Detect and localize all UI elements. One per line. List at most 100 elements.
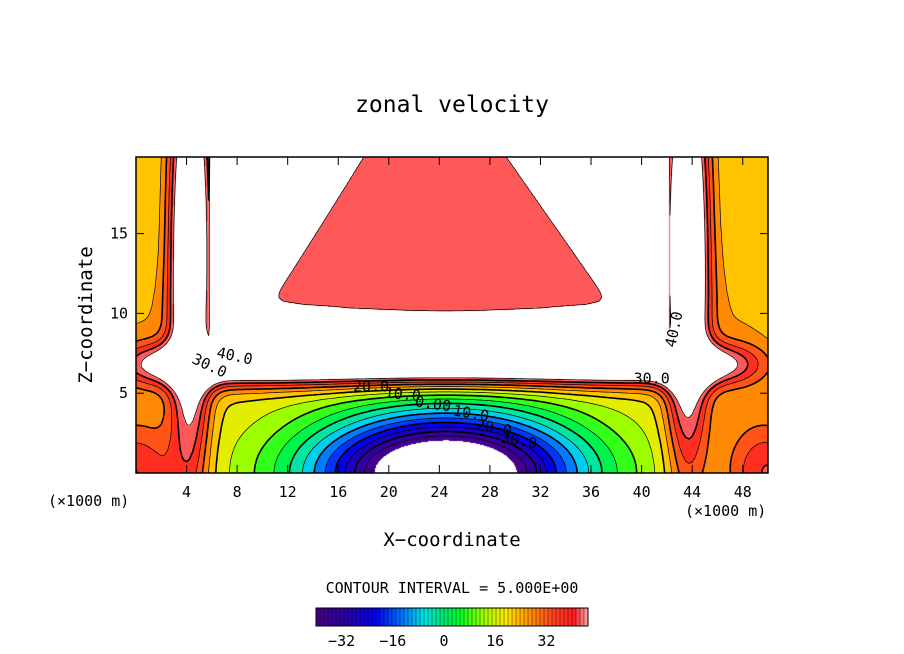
- x-tick-label: 28: [481, 483, 499, 501]
- y-tick-label: 15: [110, 225, 128, 243]
- colorbar-cell: [348, 608, 353, 626]
- x-tick-label: 12: [279, 483, 297, 501]
- chart-title: zonal velocity: [355, 92, 549, 118]
- colorbar-tick-label: 0: [439, 632, 448, 650]
- colorbar-cell: [480, 608, 485, 626]
- colorbar-cell: [492, 608, 497, 626]
- contour-line: [324, 417, 567, 473]
- colorbar-tick-label: 16: [486, 632, 504, 650]
- x-tick-label: 36: [582, 483, 600, 501]
- colorbar-cell: [520, 608, 525, 626]
- contour-line: [288, 402, 603, 473]
- colorbar-cell: [464, 608, 469, 626]
- colorbar-cell: [424, 608, 429, 626]
- x-tick-label: 44: [683, 483, 701, 501]
- colorbar-cell: [452, 608, 457, 626]
- colorbar-cell: [372, 608, 377, 626]
- colorbar-cell: [344, 608, 349, 626]
- contour-label: 20.0: [474, 416, 513, 440]
- colorbar: −32 −16 0 16 32: [315, 607, 589, 650]
- colorbar-cell: [512, 608, 517, 626]
- y-tick-label: 5: [119, 384, 128, 402]
- contour-line: [334, 421, 557, 473]
- x-tick-label: 4: [182, 483, 191, 501]
- x-tick-label: 24: [430, 483, 448, 501]
- contour-line: [302, 407, 590, 473]
- contour-label: 20.0: [353, 377, 389, 395]
- colorbar-cell: [504, 608, 509, 626]
- contour-line: [353, 430, 538, 473]
- colorbar-cell: [320, 608, 325, 626]
- contour-line: [273, 398, 618, 473]
- colorbar-tick-label: 32: [537, 632, 555, 650]
- plot-area: 40.030.020.010.00.00 10.020.030.030.040.0: [135, 156, 769, 474]
- colorbar-cell: [408, 608, 413, 626]
- colorbar-cell: [572, 608, 577, 626]
- colorbar-cell: [392, 608, 397, 626]
- y-axis-label: Z−coordinate: [75, 246, 97, 383]
- x-unit-right: (×1000 m): [685, 502, 766, 520]
- colorbar-cell: [412, 608, 417, 626]
- colorbar-cell: [376, 608, 381, 626]
- colorbar-cell: [336, 608, 341, 626]
- colorbar-tick-label: −16: [379, 632, 406, 650]
- colorbar-cell: [580, 608, 585, 626]
- colorbar-cell: [340, 608, 345, 626]
- contour-label: 0.00: [414, 392, 452, 415]
- colorbar-ticks: −32 −16 0 16 32: [328, 632, 555, 650]
- colorbar-cell: [400, 608, 405, 626]
- colorbar-cell: [536, 608, 541, 626]
- contour-label: 30.0: [634, 369, 670, 387]
- x-tick-label: 40: [633, 483, 651, 501]
- colorbar-cell: [440, 608, 445, 626]
- colorbar-cell: [548, 608, 553, 626]
- contour-line: [344, 426, 547, 473]
- colorbar-cell: [404, 608, 409, 626]
- colorbar-cell: [484, 608, 489, 626]
- x-axis-label: X−coordinate: [383, 529, 520, 551]
- colorbar-cell: [388, 608, 393, 626]
- colorbar-cell: [384, 608, 389, 626]
- colorbar-cell: [568, 608, 573, 626]
- colorbar-cell: [448, 608, 453, 626]
- colorbar-cell: [540, 608, 545, 626]
- contour-line: [214, 388, 666, 473]
- colorbar-cell: [436, 608, 441, 626]
- colorbar-cell: [364, 608, 369, 626]
- colorbar-tick-label: −32: [328, 632, 355, 650]
- x-tick-label: 48: [734, 483, 752, 501]
- colorbar-cell: [456, 608, 461, 626]
- colorbar-cell: [488, 608, 493, 626]
- x-axis: 4 8 12 16 20 24 28 32 36 40 44 48: [182, 157, 752, 501]
- colorbar-cell: [532, 608, 537, 626]
- y-tick-label: 10: [110, 304, 128, 322]
- contour-line: [140, 157, 739, 426]
- contour-line: [136, 157, 768, 473]
- colorbar-cell: [432, 608, 437, 626]
- colorbar-cell: [380, 608, 385, 626]
- colorbar-cell: [460, 608, 465, 626]
- colorbar-cell: [356, 608, 361, 626]
- colorbar-cell: [396, 608, 401, 626]
- contour-label: 30.0: [500, 429, 539, 453]
- colorbar-cell: [468, 608, 473, 626]
- colorbar-cell: [428, 608, 433, 626]
- colorbar-cell: [544, 608, 549, 626]
- colorbar-cell: [496, 608, 501, 626]
- colorbar-cell: [556, 608, 561, 626]
- colorbar-cell: [472, 608, 477, 626]
- colorbar-cell: [564, 608, 569, 626]
- x-tick-label: 32: [531, 483, 549, 501]
- colorbar-cell: [324, 608, 329, 626]
- colorbar-cell: [528, 608, 533, 626]
- contour-lines: [136, 157, 768, 473]
- colorbar-cell: [352, 608, 357, 626]
- contour-line: [364, 435, 528, 473]
- contour-interval-label: CONTOUR INTERVAL = 5.000E+00: [326, 579, 579, 597]
- colorbar-cell: [576, 608, 581, 626]
- colorbar-cell: [500, 608, 505, 626]
- x-tick-label: 16: [329, 483, 347, 501]
- colorbar-cell: [316, 608, 321, 626]
- contour-label: 10.0: [384, 383, 422, 405]
